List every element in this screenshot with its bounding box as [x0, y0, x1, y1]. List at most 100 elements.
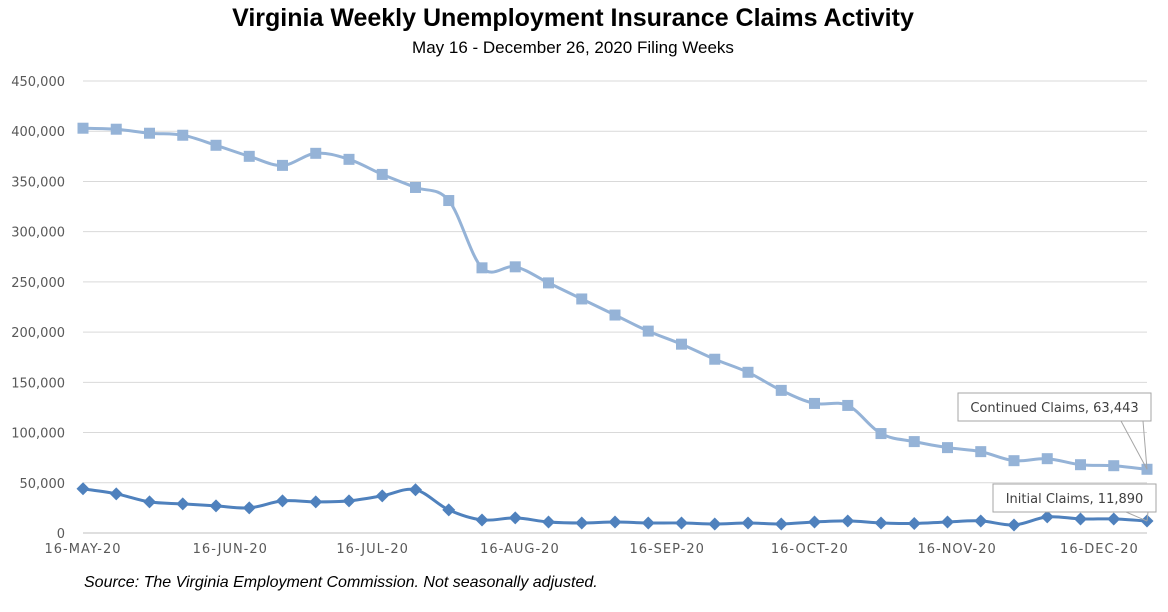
data-point — [243, 150, 255, 162]
data-point — [1075, 459, 1086, 471]
x-tick-label: 16-JUL-20 — [336, 542, 409, 557]
data-point — [842, 399, 854, 411]
data-point — [375, 489, 389, 503]
x-tick-label: 16-SEP-20 — [629, 542, 705, 557]
callout-label: Continued Claims, 63,443 — [970, 401, 1138, 416]
data-point — [774, 517, 788, 531]
data-point — [110, 123, 122, 135]
data-point — [443, 195, 455, 207]
callout-label: Initial Claims, 11,890 — [1006, 492, 1144, 507]
data-point — [841, 514, 855, 528]
data-point — [542, 515, 555, 529]
data-point — [144, 127, 155, 139]
data-point — [941, 515, 954, 529]
data-point — [742, 366, 754, 378]
callout-leader — [1120, 420, 1148, 470]
callout-box — [992, 483, 1157, 513]
data-point — [641, 516, 655, 530]
data-point — [1041, 453, 1053, 465]
y-tick-label: 250,000 — [11, 276, 65, 291]
x-tick-label: 16-AUG-20 — [480, 542, 560, 557]
callout-leader — [1146, 511, 1149, 522]
data-point — [410, 181, 421, 193]
data-point — [942, 442, 953, 454]
data-point — [775, 384, 787, 396]
data-point — [277, 159, 288, 171]
gridlines — [83, 80, 1147, 484]
data-point — [77, 122, 89, 134]
data-point — [1008, 455, 1020, 467]
x-tick-label: 16-NOV-20 — [917, 542, 996, 557]
data-point — [509, 261, 521, 273]
y-tick-label: 200,000 — [11, 326, 65, 341]
x-axis-ticks: 16-MAY-20 16-JUN-20 16-JUL-20 16-AUG-20 16-S… — [45, 542, 1139, 557]
data-point — [809, 397, 820, 409]
y-tick-label: 450,000 — [11, 75, 65, 90]
data-point — [309, 495, 323, 509]
data-point — [310, 147, 322, 159]
x-tick-label: 16-JUN-20 — [193, 542, 268, 557]
y-tick-label: 350,000 — [11, 175, 65, 190]
data-point — [875, 428, 887, 440]
data-point — [608, 515, 622, 529]
y-tick-label: 400,000 — [11, 125, 65, 140]
data-point — [874, 516, 888, 530]
x-tick-label: 16-OCT-20 — [771, 542, 849, 557]
callout-initial-claims: Initial Claims, 11,890 — [992, 483, 1157, 522]
data-point — [543, 277, 554, 289]
y-tick-label: 300,000 — [11, 226, 65, 241]
series-continued-claims — [77, 122, 1153, 475]
data-point — [508, 511, 522, 525]
data-point — [1007, 518, 1021, 532]
data-point — [907, 516, 921, 530]
data-point — [376, 168, 388, 180]
data-point — [974, 514, 988, 528]
source-note: Source: The Virginia Employment Commissi… — [84, 574, 598, 591]
data-point — [908, 436, 920, 448]
callouts: Continued Claims, 63,443 Initial Claims, … — [957, 392, 1157, 522]
data-point — [242, 501, 256, 515]
data-point — [76, 482, 90, 496]
y-tick-label: 100,000 — [11, 427, 65, 442]
data-point — [1107, 512, 1121, 526]
series-group — [76, 122, 1154, 532]
data-point — [741, 516, 755, 530]
data-point — [675, 516, 688, 530]
y-tick-label: 150,000 — [11, 376, 65, 391]
chart-title: Virginia Weekly Unemployment Insurance C… — [232, 4, 914, 32]
data-point — [209, 499, 223, 513]
callout-leader — [1142, 420, 1148, 470]
data-point — [210, 139, 222, 151]
x-tick-label: 16-DEC-20 — [1060, 542, 1139, 557]
data-point — [1108, 460, 1120, 472]
callout-continued-claims: Continued Claims, 63,443 — [957, 392, 1152, 470]
data-point — [1040, 510, 1054, 524]
data-point — [975, 446, 987, 458]
data-point — [476, 262, 488, 274]
data-point — [343, 153, 355, 165]
chart-subtitle: May 16 - December 26, 2020 Filing Weeks — [412, 38, 734, 57]
series-initial-claims — [76, 482, 1154, 532]
data-point — [475, 513, 489, 527]
data-point — [409, 483, 422, 497]
data-point — [708, 517, 722, 531]
data-point — [177, 129, 189, 141]
data-point — [709, 353, 721, 365]
data-point — [676, 338, 687, 350]
y-tick-label: 50,000 — [20, 477, 66, 492]
callout-box — [957, 392, 1152, 422]
data-point — [442, 503, 456, 517]
data-point — [808, 515, 821, 529]
data-point — [143, 495, 156, 509]
callout-leader — [1125, 511, 1148, 522]
data-point — [642, 325, 654, 337]
data-point — [176, 497, 190, 511]
data-point — [609, 309, 621, 321]
y-tick-label: 0 — [57, 527, 65, 542]
data-point — [576, 293, 588, 305]
data-point — [342, 494, 356, 508]
data-point — [276, 494, 289, 508]
x-tick-label: 16-MAY-20 — [45, 542, 122, 557]
y-axis-ticks: 0 50,000 100,000 150,000 200,000 250,000 300,0… — [11, 75, 65, 542]
